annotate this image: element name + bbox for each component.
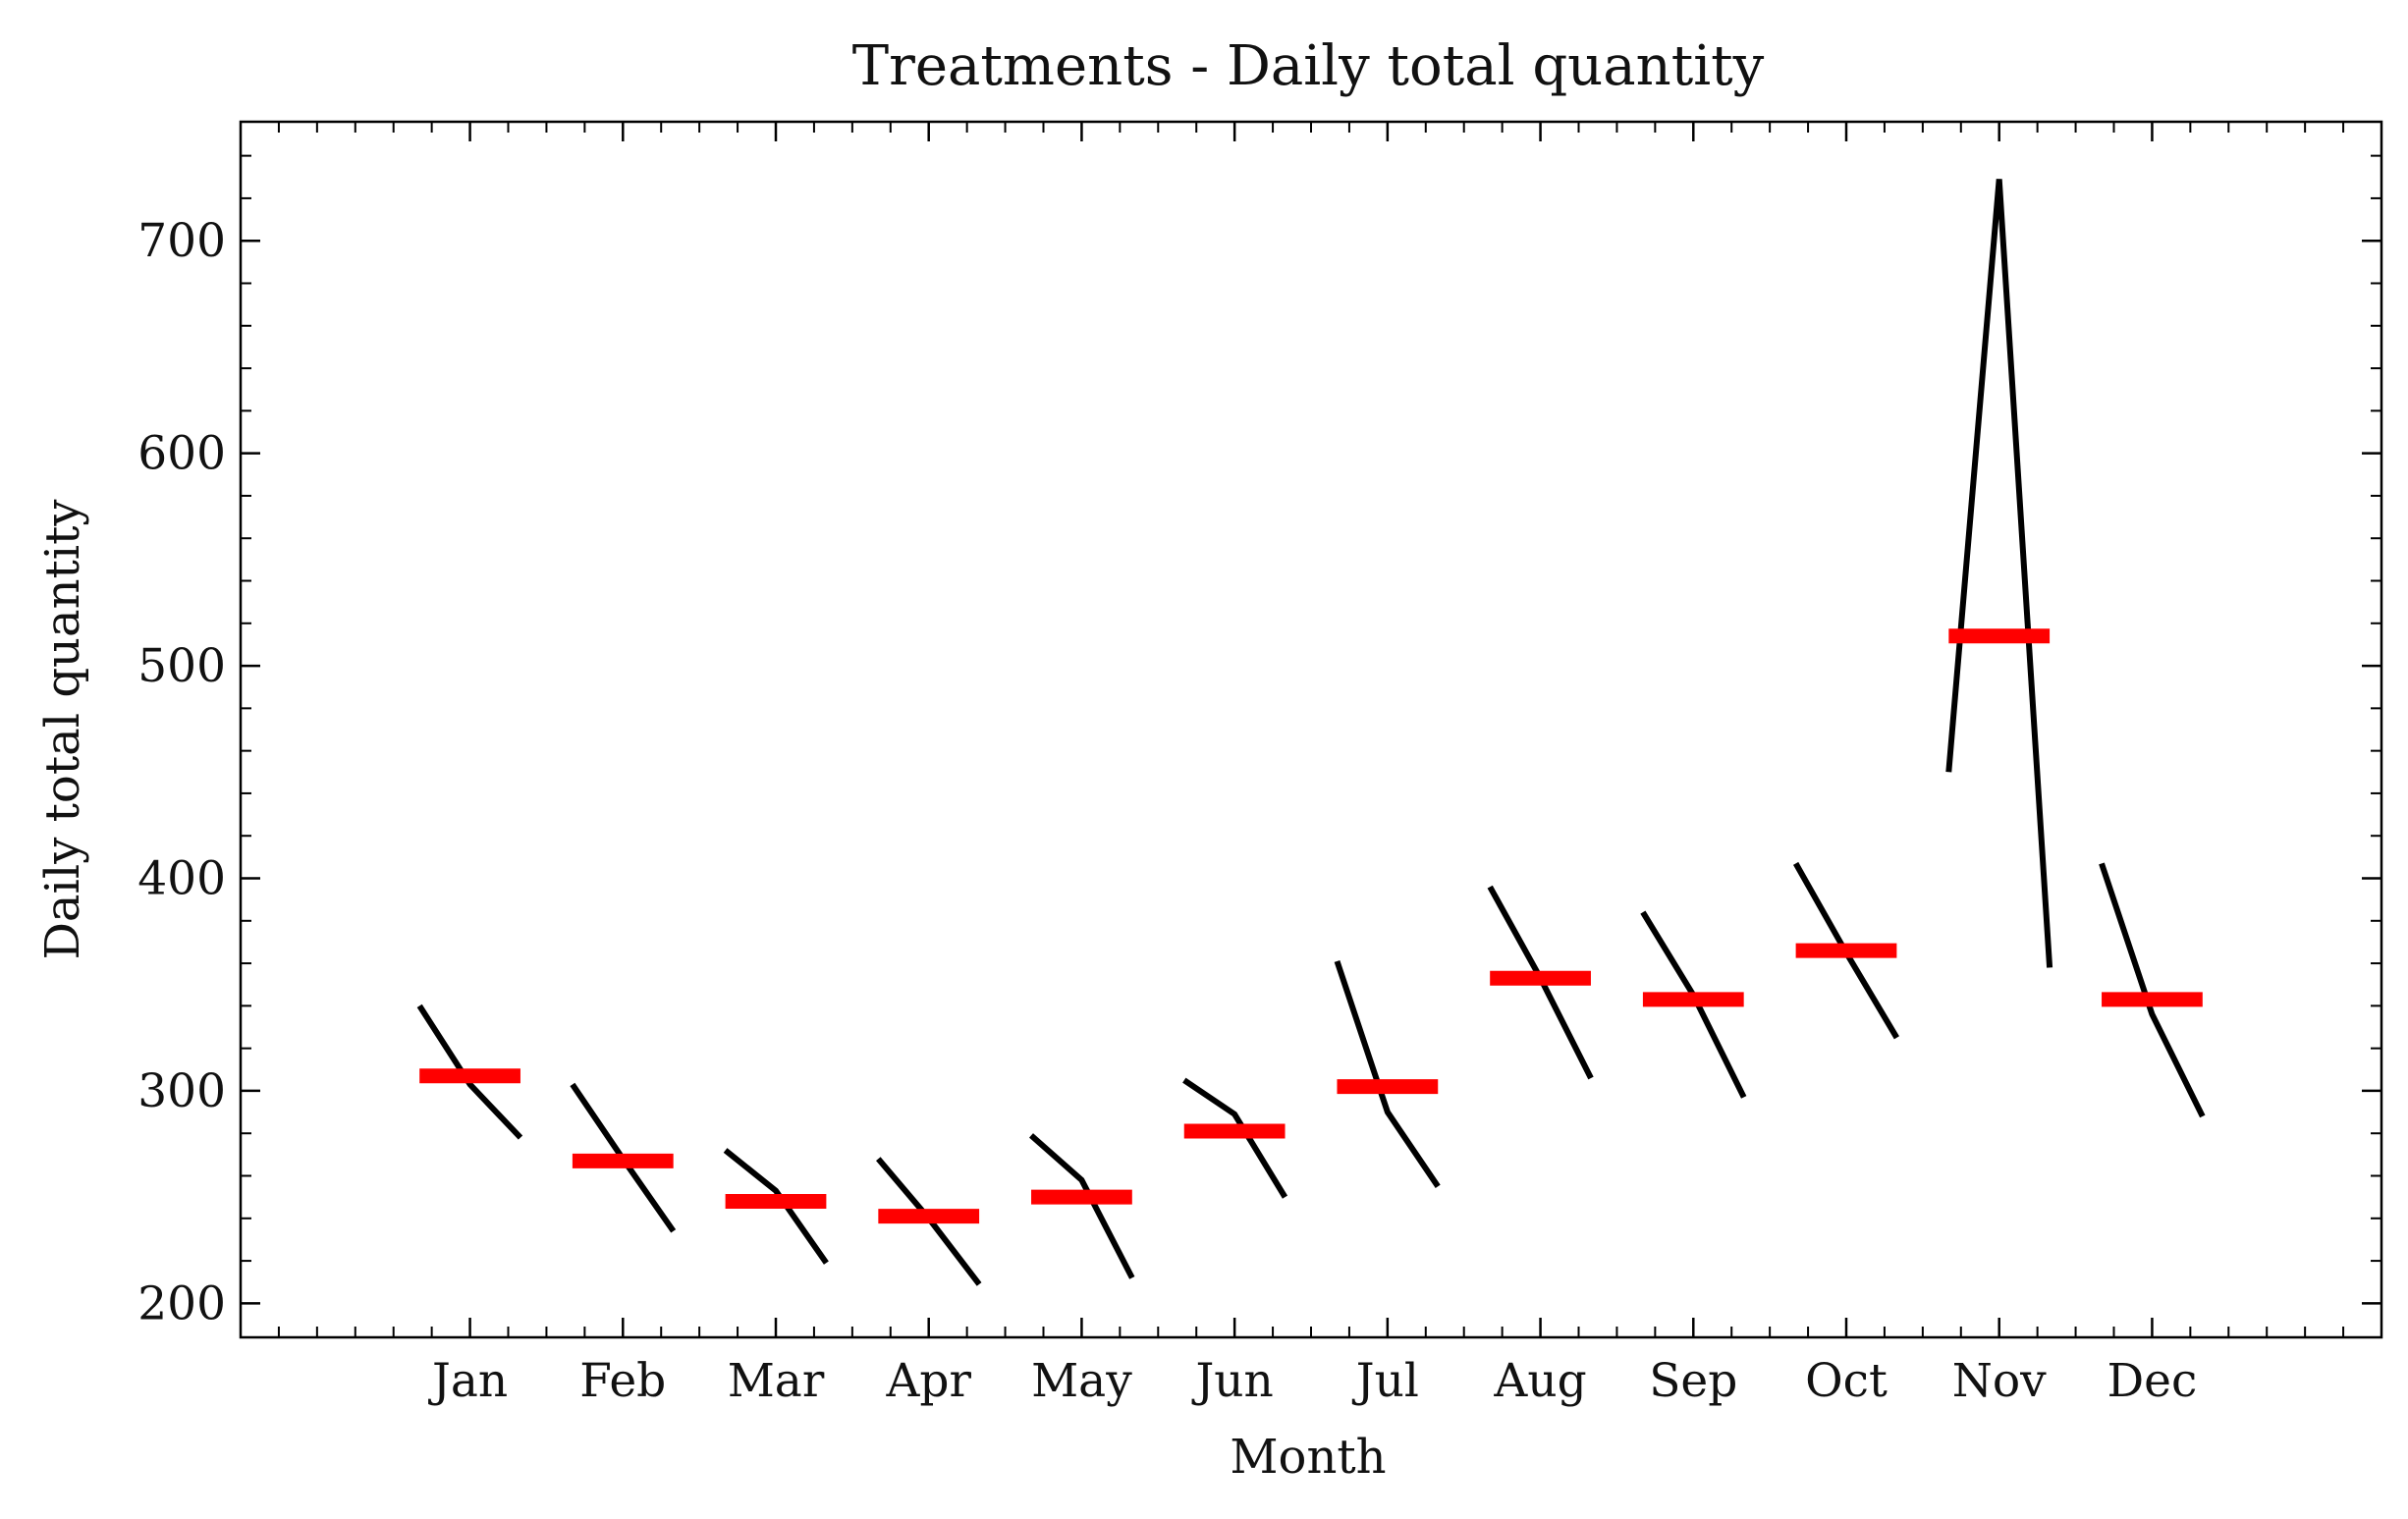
x-tick-label-feb: Feb [579, 1354, 666, 1408]
subseries-line-nov [1945, 179, 2053, 968]
y-tick-label: 200 [137, 1276, 226, 1330]
x-tick-label-oct: Oct [1805, 1354, 1888, 1408]
y-tick-label: 700 [137, 214, 226, 268]
subseries-line-dec [2099, 862, 2206, 1118]
plot-frame [239, 120, 2383, 1339]
x-tick-label-jul: Jul [1352, 1354, 1419, 1408]
x-tick-label-may: May [1031, 1354, 1132, 1408]
subseries-line-jun [1182, 1077, 1288, 1199]
x-tick-label-nov: Nov [1952, 1354, 2047, 1408]
y-tick-label: 600 [137, 427, 226, 481]
x-tick-label-jan: Jan [428, 1354, 508, 1408]
axes-layer: 200 300 400 500 600 700 Jan Feb Mar Apr May Jun Jul A… [137, 122, 2381, 1408]
y-tick-label: 300 [137, 1064, 226, 1118]
x-tick-label-jun: Jun [1191, 1354, 1273, 1408]
x-tick-label-aug: Aug [1493, 1354, 1586, 1408]
x-tick-label-mar: Mar [728, 1354, 825, 1408]
y-tick-label: 400 [137, 852, 226, 906]
subseries-line-may [1029, 1133, 1135, 1279]
chart-title: Treatments - Daily total quantity [852, 34, 1765, 98]
subseries-line-mar [723, 1148, 829, 1265]
x-tick-label-dec: Dec [2107, 1354, 2198, 1408]
plot-layer [416, 179, 2206, 1286]
y-axis-label: Daily total quantity [35, 499, 90, 959]
x-tick-label-apr: Apr [885, 1354, 971, 1408]
subseries-line-jul [1334, 959, 1441, 1188]
x-axis-label: Month [1230, 1430, 1386, 1485]
y-tick-label: 500 [137, 639, 226, 693]
subseries-line-jan [416, 1004, 523, 1140]
x-tick-label-sep: Sep [1649, 1354, 1737, 1408]
